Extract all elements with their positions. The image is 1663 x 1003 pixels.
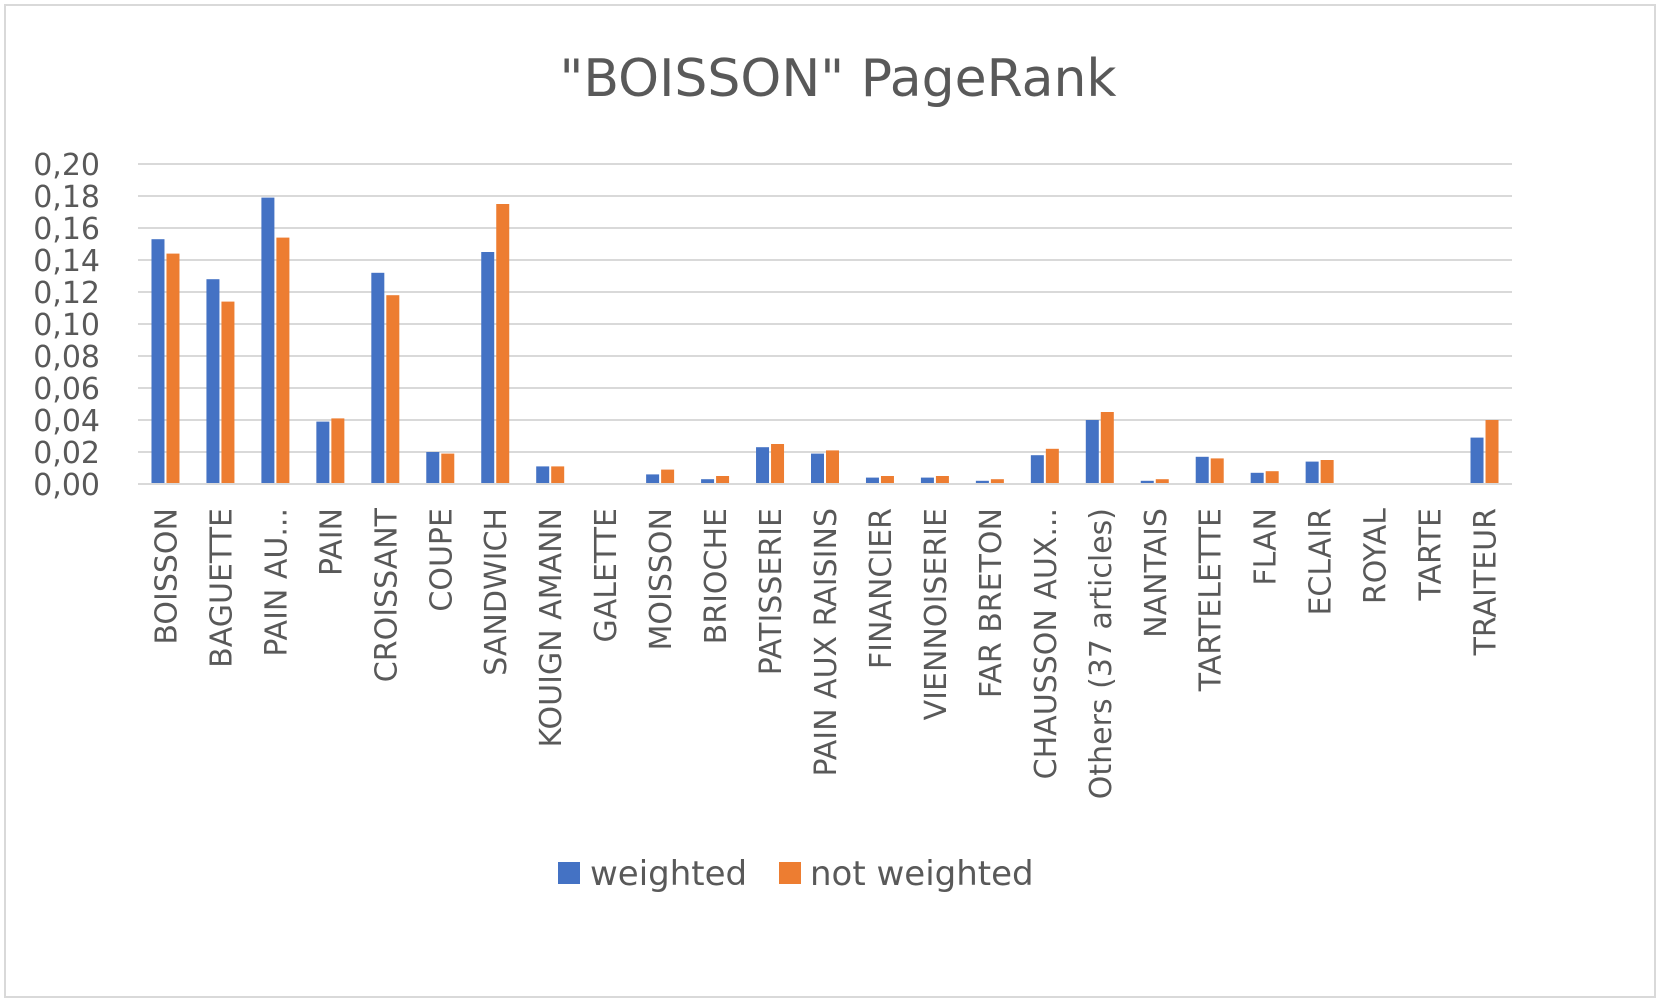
y-tick-label: 0,16 (33, 212, 100, 247)
bar-weighted (371, 272, 385, 484)
bar-weighted (1250, 472, 1264, 484)
bar-not-weighted (386, 295, 400, 484)
bar-not-weighted (1265, 471, 1279, 484)
bar-not-weighted (496, 204, 510, 484)
x-tick-label: VIENNOISERIE (919, 508, 954, 720)
bar-weighted (206, 279, 220, 484)
y-tick-label: 0,02 (33, 436, 100, 471)
bar-not-weighted (1485, 420, 1499, 484)
y-tick-label: 0,18 (33, 180, 100, 215)
y-tick-label: 0,00 (33, 468, 100, 503)
x-tick-label: NANTAIS (1139, 508, 1174, 638)
bar-not-weighted (1320, 460, 1334, 484)
x-tick-label: COUPE (424, 508, 459, 612)
bar-weighted (756, 447, 770, 484)
x-tick-label: Others (37 articles) (1084, 508, 1119, 799)
y-tick-label: 0,14 (33, 244, 100, 279)
bar-weighted (701, 479, 715, 484)
bar-not-weighted (551, 466, 565, 484)
bar-weighted (1140, 480, 1154, 484)
chart-area (4, 4, 1656, 998)
bar-weighted (536, 466, 550, 484)
bar-weighted (920, 477, 934, 484)
x-axis-tick-labels: BOISSON BAGUETTE PAIN AU... PAIN CROISSANT CO… (149, 507, 1503, 799)
y-axis-tick-labels: 0,000,020,040,060,080,100,120,140,160,18… (33, 148, 100, 503)
bar-not-weighted (661, 469, 675, 484)
y-tick-label: 0,04 (33, 404, 100, 439)
bar-weighted (1030, 455, 1044, 484)
x-tick-label: MOISSON (644, 508, 679, 651)
bar-not-weighted (1210, 458, 1224, 484)
x-tick-label: BRIOCHE (699, 508, 734, 644)
bar-not-weighted (166, 253, 180, 484)
bar-weighted (1305, 461, 1319, 484)
bar-not-weighted (221, 301, 235, 484)
bar-weighted (151, 239, 165, 484)
x-tick-label: FINANCIER (864, 508, 899, 669)
legend-label-weighted: weighted (590, 854, 747, 894)
legend: weighted not weighted (558, 854, 1034, 894)
bar-not-weighted (935, 476, 949, 484)
x-tick-label: PATISSERIE (754, 508, 789, 675)
x-tick-label: PAIN (314, 508, 349, 576)
x-tick-label: KOUIGN AMANN (534, 508, 569, 748)
bar-weighted (1195, 456, 1209, 484)
bar-not-weighted (826, 450, 839, 484)
x-tick-label: FAR BRETON (974, 508, 1009, 698)
x-tick-label: TARTELETTE (1194, 508, 1229, 692)
x-tick-label: PAIN AU... (259, 508, 294, 657)
x-tick-label: ECLAIR (1304, 508, 1339, 616)
bar-weighted (426, 452, 440, 484)
x-tick-label: TARTE (1414, 508, 1449, 601)
x-tick-label: TRAITEUR (1469, 508, 1504, 656)
bar-not-weighted (990, 479, 1004, 484)
bar-not-weighted (1100, 412, 1114, 484)
y-tick-label: 0,08 (33, 340, 100, 375)
chart-title: "BOISSON" PageRank (559, 49, 1116, 109)
x-tick-label: CROISSANT (369, 507, 404, 682)
y-tick-label: 0,12 (33, 276, 100, 311)
legend-swatch-not-weighted (779, 862, 801, 884)
bars (151, 197, 1499, 484)
x-tick-label: CHAUSSON AUX... (1029, 508, 1064, 779)
legend-swatch-weighted (558, 862, 580, 884)
gridlines (138, 163, 1512, 453)
x-tick-label: PAIN AUX RAISINS (809, 508, 844, 776)
x-tick-label: ROYAL (1359, 508, 1394, 604)
bar-not-weighted (441, 453, 455, 484)
bar-not-weighted (276, 237, 290, 484)
x-tick-label: BAGUETTE (204, 508, 239, 668)
bar-weighted (646, 474, 660, 484)
bar-not-weighted (331, 418, 345, 484)
bar-not-weighted (716, 476, 730, 484)
bar-weighted (811, 453, 824, 484)
bar-weighted (316, 421, 330, 484)
bar-not-weighted (1155, 479, 1169, 484)
bar-weighted (865, 477, 879, 484)
x-tick-label: FLAN (1249, 508, 1284, 586)
y-tick-label: 0,10 (33, 308, 100, 343)
x-tick-label: GALETTE (589, 508, 624, 643)
bar-not-weighted (1045, 448, 1059, 484)
bar-weighted (1085, 420, 1099, 484)
y-tick-label: 0,20 (33, 148, 100, 183)
x-tick-label: SANDWICH (479, 508, 514, 676)
bar-weighted (975, 480, 989, 484)
bar-not-weighted (771, 444, 785, 484)
x-tick-label: BOISSON (149, 508, 184, 645)
y-tick-label: 0,06 (33, 372, 100, 407)
legend-label-not-weighted: not weighted (810, 854, 1034, 894)
bar-weighted (1470, 437, 1484, 484)
bar-not-weighted (880, 476, 894, 484)
bar-weighted (261, 197, 275, 484)
bar-weighted (481, 252, 495, 484)
